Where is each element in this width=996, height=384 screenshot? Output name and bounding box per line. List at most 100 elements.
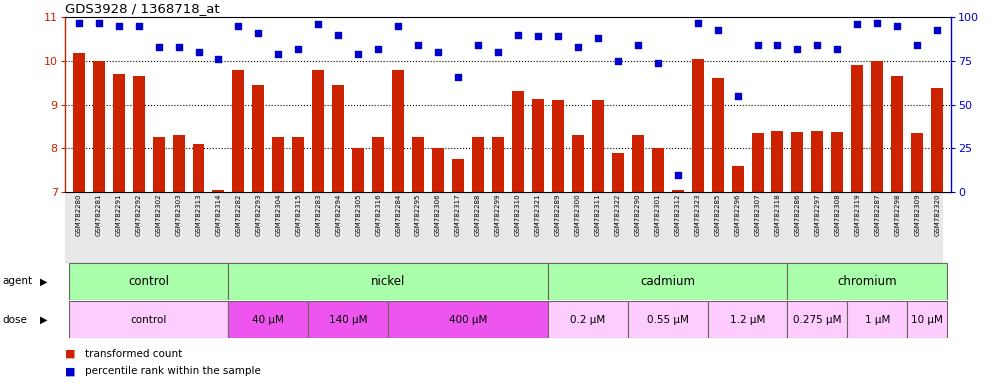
Point [230, 23, 246, 29]
Text: GSM782281: GSM782281 [96, 194, 102, 236]
Bar [293, 137, 305, 192]
Text: GSM782301: GSM782301 [654, 194, 660, 236]
Bar [373, 137, 384, 192]
Text: GSM782303: GSM782303 [175, 194, 181, 236]
Bar [333, 85, 345, 192]
Point [351, 51, 367, 57]
Text: GSM782294: GSM782294 [336, 194, 342, 236]
Point [250, 30, 266, 36]
Bar [392, 70, 404, 192]
Bar [651, 148, 663, 192]
Bar [272, 137, 284, 192]
Point [430, 49, 446, 55]
Text: GSM782314: GSM782314 [215, 194, 221, 236]
Text: 400 μM: 400 μM [449, 314, 487, 325]
Point [810, 42, 826, 48]
Text: GSM782319: GSM782319 [855, 194, 861, 236]
Point [570, 44, 586, 50]
Point [190, 49, 206, 55]
Text: 0.2 μM: 0.2 μM [570, 314, 606, 325]
Text: control: control [130, 314, 166, 325]
Bar [788, 263, 947, 300]
Text: GSM782312: GSM782312 [674, 194, 680, 236]
Bar [612, 153, 623, 192]
Bar [432, 148, 444, 192]
Text: GSM782306: GSM782306 [435, 194, 441, 236]
Point [649, 60, 665, 66]
Bar [788, 301, 848, 338]
Bar [388, 301, 548, 338]
Bar [532, 99, 544, 192]
Text: GSM782305: GSM782305 [356, 194, 362, 236]
Text: GSM782296: GSM782296 [735, 194, 741, 236]
Bar [832, 132, 844, 192]
Point [610, 58, 625, 64]
Bar [907, 301, 947, 338]
Bar [812, 131, 824, 192]
Bar [113, 74, 124, 192]
Text: GSM782285: GSM782285 [714, 194, 720, 236]
Text: ■: ■ [65, 349, 76, 359]
Text: ▶: ▶ [40, 314, 48, 325]
Point [909, 42, 925, 48]
Bar [548, 301, 627, 338]
Point [850, 21, 866, 27]
Text: GSM782299: GSM782299 [495, 194, 501, 236]
Text: GSM782286: GSM782286 [795, 194, 801, 236]
Text: GSM782320: GSM782320 [934, 194, 940, 236]
Text: GSM782309: GSM782309 [914, 194, 920, 236]
Text: GSM782288: GSM782288 [475, 194, 481, 236]
Bar [548, 263, 788, 300]
Bar [848, 301, 907, 338]
Bar [772, 131, 784, 192]
Bar [512, 91, 524, 192]
Point [410, 42, 426, 48]
Bar [492, 137, 504, 192]
Point [490, 49, 506, 55]
Point [150, 44, 166, 50]
Point [790, 46, 806, 52]
Point [550, 33, 566, 40]
Bar [631, 135, 643, 192]
Text: transformed count: transformed count [85, 349, 182, 359]
Text: GSM782304: GSM782304 [275, 194, 281, 236]
Text: GSM782313: GSM782313 [195, 194, 201, 236]
Point [590, 35, 606, 41]
Text: GSM782322: GSM782322 [615, 194, 621, 236]
Text: chromium: chromium [838, 275, 897, 288]
Bar [671, 190, 683, 192]
Text: 10 μM: 10 μM [911, 314, 943, 325]
Text: control: control [128, 275, 169, 288]
Text: GSM782323: GSM782323 [694, 194, 700, 236]
Point [510, 32, 526, 38]
Bar [752, 133, 764, 192]
Text: GSM782283: GSM782283 [316, 194, 322, 236]
Point [470, 42, 486, 48]
Bar [228, 301, 309, 338]
Text: GSM782291: GSM782291 [116, 194, 122, 236]
Bar [627, 301, 707, 338]
Text: GSM782290: GSM782290 [634, 194, 640, 236]
Text: GSM782292: GSM782292 [135, 194, 141, 236]
Text: GSM782293: GSM782293 [255, 194, 261, 236]
Text: GSM782316: GSM782316 [375, 194, 381, 236]
Point [311, 21, 327, 27]
Point [210, 56, 226, 62]
Bar [152, 137, 164, 192]
Point [770, 42, 786, 48]
Point [390, 23, 406, 29]
Point [130, 23, 146, 29]
Point [170, 44, 186, 50]
Text: 0.55 μM: 0.55 μM [646, 314, 688, 325]
Bar [711, 78, 723, 192]
Bar [691, 59, 703, 192]
Bar [792, 132, 804, 192]
Text: agent: agent [2, 276, 32, 286]
Point [889, 23, 905, 29]
Point [270, 51, 286, 57]
Text: GSM782311: GSM782311 [595, 194, 601, 236]
Text: 40 μM: 40 μM [252, 314, 284, 325]
Text: percentile rank within the sample: percentile rank within the sample [85, 366, 261, 376]
Bar [452, 159, 464, 192]
Bar [232, 70, 244, 192]
